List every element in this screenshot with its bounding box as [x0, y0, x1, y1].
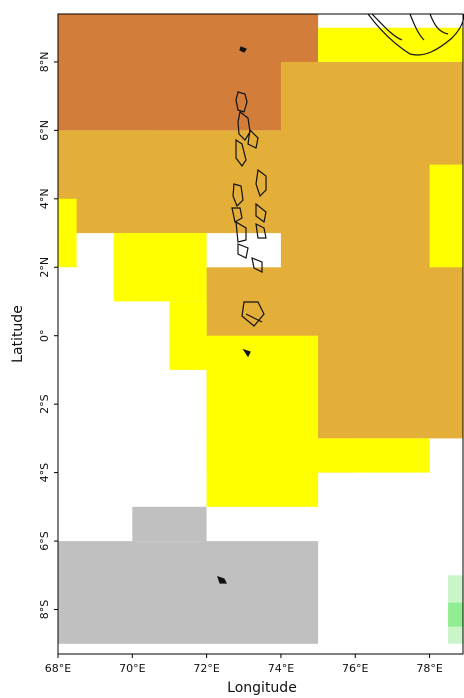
maldives-atoll-5 [235, 138, 247, 168]
maldives-atoll-4 [247, 128, 259, 149]
cell-region-gray-20 [58, 541, 319, 644]
maldives-atoll-2 [235, 91, 248, 113]
cell-region-yellow-15 [169, 301, 207, 370]
y-tick-label: 0° [38, 329, 51, 342]
maldives-atoll-12 [237, 243, 249, 259]
x-tick-label: 70°E [119, 662, 145, 675]
cell-region-yellow-14 [113, 233, 207, 302]
y-tick-label: 4°S [38, 463, 51, 482]
maldives-atoll-10 [235, 220, 247, 243]
cell-region-gold-9 [58, 130, 319, 234]
coastline-overlay [217, 13, 464, 584]
x-tick-label: 74°E [268, 662, 294, 675]
x-axis-title: Longitude [227, 680, 297, 696]
chagos-island [217, 576, 227, 584]
y-tick-label: 6°N [38, 120, 51, 141]
y-tick-label: 2°S [38, 394, 51, 413]
cell-region-brown-0 [58, 14, 319, 131]
y-tick-label: 4°N [38, 188, 51, 209]
maldives-atoll-7 [232, 183, 244, 208]
x-tick-label: 76°E [342, 662, 368, 675]
cell-region-yellow-13 [58, 198, 77, 268]
cell-region-green-23 [448, 602, 463, 627]
maldives-atoll-14 [241, 301, 265, 327]
cell-region-yellow-16 [206, 335, 319, 507]
x-tick-label: 72°E [193, 662, 219, 675]
maldives-atoll-15 [242, 348, 251, 358]
maldives-atoll-8 [231, 207, 243, 223]
grid-cells [58, 14, 463, 644]
maldives-atoll-11 [255, 222, 267, 239]
x-axis-ticks: 68°E 70°E 72°E 74°E 76°E 78°E [45, 654, 443, 675]
x-tick-label: 78°E [416, 662, 442, 675]
maldives-atoll-1 [239, 46, 247, 53]
y-axis-ticks: 8°N 6°N 4°N 2°N 0° 2°S 4°S 6°S 8°S [38, 52, 58, 619]
cell-region-yellow-18 [429, 164, 463, 268]
map-frame [57, 13, 464, 655]
sri-lanka-india-coast [367, 13, 464, 56]
maldives-atoll-13 [251, 257, 263, 273]
y-tick-label: 8°S [38, 600, 51, 619]
y-tick-label: 2°N [38, 257, 51, 278]
maldives-atoll-6 [255, 168, 267, 198]
maldives-atoll-3 [237, 110, 251, 141]
cell-region-yellow-19 [318, 27, 463, 62]
y-axis-title: Latitude [10, 305, 26, 363]
cell-region-yellow-17 [206, 438, 430, 473]
y-tick-label: 6°S [38, 531, 51, 550]
x-tick-label: 68°E [45, 662, 71, 675]
cell-region-gray-21 [132, 506, 207, 541]
maldives-atoll-9 [255, 202, 267, 224]
y-tick-label: 8°N [38, 52, 51, 73]
